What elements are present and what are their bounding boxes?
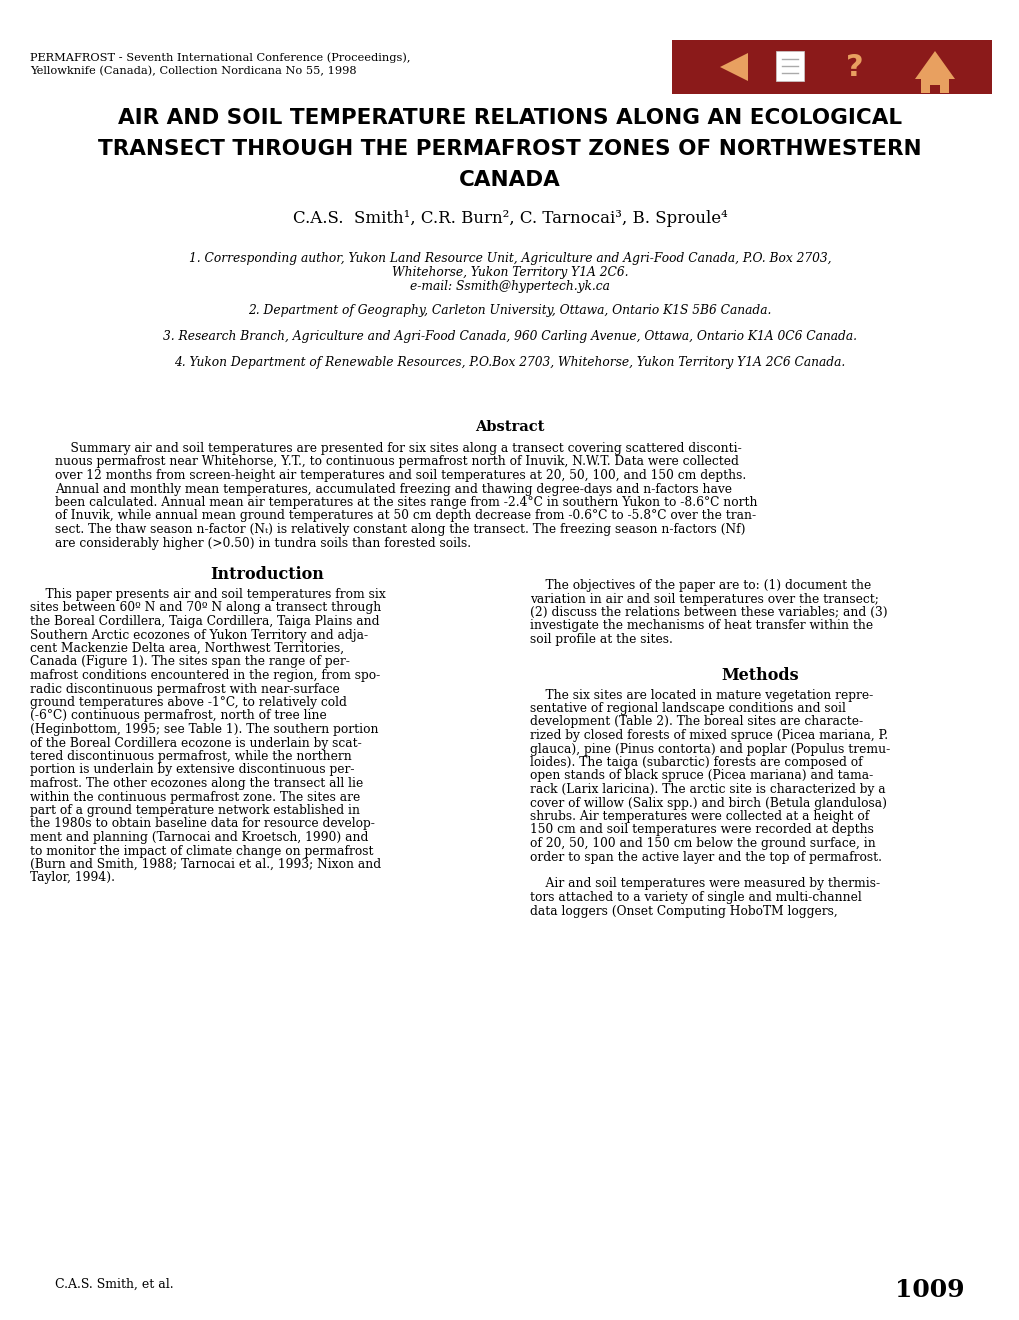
Text: Canada (Figure 1). The sites span the range of per-: Canada (Figure 1). The sites span the ra…: [30, 656, 350, 668]
Text: rack (Larix laricina). The arctic site is characterized by a: rack (Larix laricina). The arctic site i…: [530, 783, 884, 796]
Text: This paper presents air and soil temperatures from six: This paper presents air and soil tempera…: [30, 587, 385, 601]
Text: sites between 60º N and 70º N along a transect through: sites between 60º N and 70º N along a tr…: [30, 602, 381, 615]
Text: CANADA: CANADA: [459, 170, 560, 190]
Text: mafrost. The other ecozones along the transect all lie: mafrost. The other ecozones along the tr…: [30, 777, 363, 789]
Text: (Heginbottom, 1995; see Table 1). The southern portion: (Heginbottom, 1995; see Table 1). The so…: [30, 723, 378, 737]
Text: 4. Yukon Department of Renewable Resources, P.O.Box 2703, Whitehorse, Yukon Terr: 4. Yukon Department of Renewable Resourc…: [174, 356, 845, 370]
Text: cover of willow (Salix spp.) and birch (Betula glandulosa): cover of willow (Salix spp.) and birch (…: [530, 796, 887, 809]
Bar: [672, 40, 991, 94]
Text: (Burn and Smith, 1988; Tarnocai et al., 1993; Nixon and: (Burn and Smith, 1988; Tarnocai et al., …: [30, 858, 381, 871]
Text: ground temperatures above -1°C, to relatively cold: ground temperatures above -1°C, to relat…: [30, 696, 346, 709]
Text: Yellowknife (Canada), Collection Nordicana No 55, 1998: Yellowknife (Canada), Collection Nordica…: [30, 66, 357, 77]
Text: shrubs. Air temperatures were collected at a height of: shrubs. Air temperatures were collected …: [530, 810, 868, 822]
Text: AIR AND SOIL TEMPERATURE RELATIONS ALONG AN ECOLOGICAL: AIR AND SOIL TEMPERATURE RELATIONS ALONG…: [118, 108, 901, 128]
Text: (2) discuss the relations between these variables; and (3): (2) discuss the relations between these …: [530, 606, 887, 619]
Text: cent Mackenzie Delta area, Northwest Territories,: cent Mackenzie Delta area, Northwest Ter…: [30, 642, 343, 655]
Text: Southern Arctic ecozones of Yukon Territory and adja-: Southern Arctic ecozones of Yukon Territ…: [30, 628, 368, 642]
Text: data loggers (Onset Computing HoboTM loggers,: data loggers (Onset Computing HoboTM log…: [530, 904, 837, 917]
Text: mafrost conditions encountered in the region, from spo-: mafrost conditions encountered in the re…: [30, 669, 380, 682]
Text: to monitor the impact of climate change on permafrost: to monitor the impact of climate change …: [30, 845, 373, 858]
Text: been calculated. Annual mean air temperatures at the sites range from -2.4°C in : been calculated. Annual mean air tempera…: [55, 496, 757, 510]
Text: glauca), pine (Pinus contorta) and poplar (Populus tremu-: glauca), pine (Pinus contorta) and popla…: [530, 742, 890, 755]
Text: tors attached to a variety of single and multi-channel: tors attached to a variety of single and…: [530, 891, 861, 904]
Text: rized by closed forests of mixed spruce (Picea mariana, P.: rized by closed forests of mixed spruce …: [530, 729, 888, 742]
Text: PERMAFROST - Seventh International Conference (Proceedings),: PERMAFROST - Seventh International Confe…: [30, 51, 410, 62]
Text: Whitehorse, Yukon Territory Y1A 2C6.: Whitehorse, Yukon Territory Y1A 2C6.: [391, 267, 628, 279]
Text: Air and soil temperatures were measured by thermis-: Air and soil temperatures were measured …: [530, 878, 879, 891]
Text: sect. The thaw season n-factor (Nₜ) is relatively constant along the transect. T: sect. The thaw season n-factor (Nₜ) is r…: [55, 523, 745, 536]
Text: portion is underlain by extensive discontinuous per-: portion is underlain by extensive discon…: [30, 763, 355, 776]
Text: the Boreal Cordillera, Taiga Cordillera, Taiga Plains and: the Boreal Cordillera, Taiga Cordillera,…: [30, 615, 379, 628]
Text: 1. Corresponding author, Yukon Land Resource Unit, Agriculture and Agri-Food Can: 1. Corresponding author, Yukon Land Reso…: [189, 252, 830, 265]
Text: open stands of black spruce (Picea mariana) and tama-: open stands of black spruce (Picea maria…: [530, 770, 872, 783]
Text: 150 cm and soil temperatures were recorded at depths: 150 cm and soil temperatures were record…: [530, 824, 873, 837]
Text: ment and planning (Tarnocai and Kroetsch, 1990) and: ment and planning (Tarnocai and Kroetsch…: [30, 832, 368, 843]
Text: soil profile at the sites.: soil profile at the sites.: [530, 634, 673, 645]
Text: 1009: 1009: [895, 1278, 964, 1302]
Text: loides). The taiga (subarctic) forests are composed of: loides). The taiga (subarctic) forests a…: [530, 756, 862, 770]
Text: TRANSECT THROUGH THE PERMAFROST ZONES OF NORTHWESTERN: TRANSECT THROUGH THE PERMAFROST ZONES OF…: [98, 139, 921, 158]
Text: ?: ?: [846, 53, 863, 82]
Text: Methods: Methods: [720, 667, 798, 684]
Text: order to span the active layer and the top of permafrost.: order to span the active layer and the t…: [530, 850, 881, 863]
Text: (-6°C) continuous permafrost, north of tree line: (-6°C) continuous permafrost, north of t…: [30, 710, 326, 722]
Text: Taylor, 1994).: Taylor, 1994).: [30, 871, 115, 884]
Text: 2. Department of Geography, Carleton University, Ottawa, Ontario K1S 5B6 Canada.: 2. Department of Geography, Carleton Uni…: [248, 304, 771, 317]
Text: of the Boreal Cordillera ecozone is underlain by scat-: of the Boreal Cordillera ecozone is unde…: [30, 737, 362, 750]
Text: radic discontinuous permafrost with near-surface: radic discontinuous permafrost with near…: [30, 682, 339, 696]
Bar: [929, 84, 940, 92]
Text: of Inuvik, while annual mean ground temperatures at 50 cm depth decrease from -0: of Inuvik, while annual mean ground temp…: [55, 510, 755, 523]
Text: Abstract: Abstract: [475, 420, 544, 434]
Text: are considerably higher (>0.50) in tundra soils than forested soils.: are considerably higher (>0.50) in tundr…: [55, 536, 471, 549]
Text: 3. Research Branch, Agriculture and Agri-Food Canada, 960 Carling Avenue, Ottawa: 3. Research Branch, Agriculture and Agri…: [163, 330, 856, 343]
Text: Annual and monthly mean temperatures, accumulated freezing and thawing degree-da: Annual and monthly mean temperatures, ac…: [55, 483, 732, 495]
Text: The six sites are located in mature vegetation repre-: The six sites are located in mature vege…: [530, 689, 872, 701]
Text: development (Table 2). The boreal sites are characte-: development (Table 2). The boreal sites …: [530, 715, 862, 729]
Text: part of a ground temperature network established in: part of a ground temperature network est…: [30, 804, 360, 817]
Bar: [775, 51, 803, 81]
Text: C.A.S. Smith, et al.: C.A.S. Smith, et al.: [55, 1278, 173, 1291]
Text: e-mail: Ssmith@hypertech.yk.ca: e-mail: Ssmith@hypertech.yk.ca: [410, 280, 609, 293]
Text: Introduction: Introduction: [210, 566, 324, 583]
Text: the 1980s to obtain baseline data for resource develop-: the 1980s to obtain baseline data for re…: [30, 817, 375, 830]
Polygon shape: [719, 53, 747, 81]
Polygon shape: [914, 51, 954, 79]
Text: Summary air and soil temperatures are presented for six sites along a transect c: Summary air and soil temperatures are pr…: [55, 442, 741, 455]
Text: C.A.S.  Smith¹, C.R. Burn², C. Tarnocai³, B. Sproule⁴: C.A.S. Smith¹, C.R. Burn², C. Tarnocai³,…: [292, 210, 727, 227]
Bar: [920, 79, 948, 92]
Text: tered discontinuous permafrost, while the northern: tered discontinuous permafrost, while th…: [30, 750, 352, 763]
Text: investigate the mechanisms of heat transfer within the: investigate the mechanisms of heat trans…: [530, 619, 872, 632]
Text: of 20, 50, 100 and 150 cm below the ground surface, in: of 20, 50, 100 and 150 cm below the grou…: [530, 837, 875, 850]
Text: within the continuous permafrost zone. The sites are: within the continuous permafrost zone. T…: [30, 791, 360, 804]
Text: The objectives of the paper are to: (1) document the: The objectives of the paper are to: (1) …: [530, 579, 870, 591]
Text: variation in air and soil temperatures over the transect;: variation in air and soil temperatures o…: [530, 593, 878, 606]
Text: over 12 months from screen-height air temperatures and soil temperatures at 20, : over 12 months from screen-height air te…: [55, 469, 746, 482]
Text: nuous permafrost near Whitehorse, Y.T., to continuous permafrost north of Inuvik: nuous permafrost near Whitehorse, Y.T., …: [55, 455, 738, 469]
Text: sentative of regional landscape conditions and soil: sentative of regional landscape conditio…: [530, 702, 845, 715]
